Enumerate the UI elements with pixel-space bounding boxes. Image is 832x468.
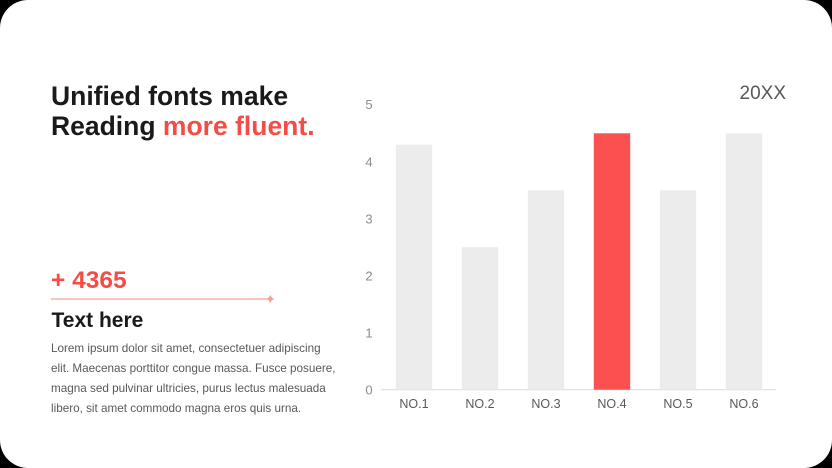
svg-text:2: 2	[365, 269, 372, 284]
svg-text:3: 3	[365, 212, 372, 227]
svg-text:NO.5: NO.5	[663, 397, 692, 411]
svg-text:4: 4	[365, 155, 372, 170]
svg-text:5: 5	[365, 97, 372, 112]
svg-text:NO.2: NO.2	[465, 397, 494, 411]
svg-text:NO.3: NO.3	[531, 397, 560, 411]
svg-text:NO.1: NO.1	[399, 397, 428, 411]
svg-text:1: 1	[365, 326, 372, 341]
svg-text:0: 0	[365, 383, 372, 398]
svg-text:NO.4: NO.4	[597, 397, 626, 411]
svg-text:NO.6: NO.6	[729, 397, 758, 411]
